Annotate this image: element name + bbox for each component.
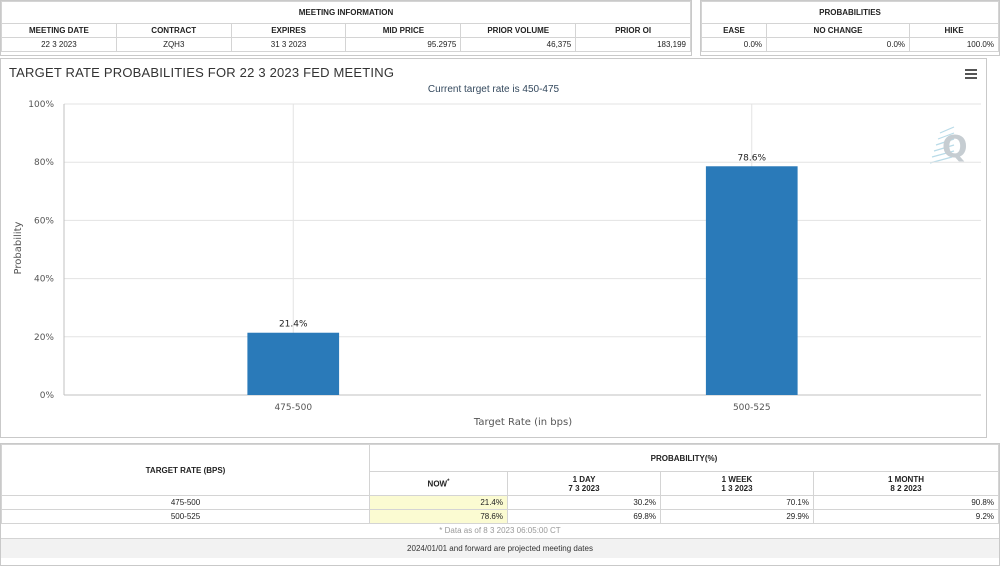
bar-data-label: 78.6% xyxy=(737,153,766,163)
one-week-cell: 70.1% xyxy=(660,495,814,510)
meeting-information-table: MEETING INFORMATION MEETING DATE CONTRAC… xyxy=(1,1,691,52)
probabilities-table: PROBABILITIES EASE NO CHANGE HIKE 0.0% 0… xyxy=(701,1,999,52)
now-cell: 21.4% xyxy=(369,495,508,510)
bar-data-label: 21.4% xyxy=(279,320,308,330)
bar-475-500[interactable] xyxy=(247,332,340,395)
col-no-change: NO CHANGE xyxy=(766,23,910,38)
y-tick-label: 0% xyxy=(40,391,55,401)
bar-500-525[interactable] xyxy=(705,166,798,395)
col-1-day: 1 DAY 7 3 2023 xyxy=(507,471,661,496)
table-row: 0.0% 0.0% 100.0% xyxy=(701,37,999,52)
ease-value: 0.0% xyxy=(701,37,767,52)
col-now: NOW* xyxy=(369,471,508,496)
probabilities-panel: PROBABILITIES EASE NO CHANGE HIKE 0.0% 0… xyxy=(700,0,1000,56)
one-day-cell: 69.8% xyxy=(507,509,661,524)
col-1-month: 1 MONTH 8 2 2023 xyxy=(813,471,999,496)
hamburger-menu-icon[interactable] xyxy=(965,69,977,79)
expires-value: 31 3 2023 xyxy=(230,37,347,52)
contract-value: ZQH3 xyxy=(115,37,232,52)
col-prior-volume: PRIOR VOLUME xyxy=(460,23,577,38)
logo-letter: Q xyxy=(942,130,968,165)
chart-subtitle: Current target rate is 450-475 xyxy=(427,84,560,95)
axis-layer: 0% 20% 40% 60% 80% 100% 475-500 500-525 xyxy=(28,100,981,413)
table-row: 500-525 78.6% 69.8% 29.9% 9.2% xyxy=(1,509,999,524)
target-rate-header: TARGET RATE (BPS) xyxy=(1,444,370,496)
bar-layer: 21.4% 78.6% xyxy=(247,153,798,395)
bar-chart: 0% 20% 40% 60% 80% 100% 475-500 500-525 21.4% 78… xyxy=(13,100,981,428)
one-month-cell: 9.2% xyxy=(813,509,999,524)
mid-price-value: 95.2975 xyxy=(345,37,462,52)
one-week-cell: 29.9% xyxy=(660,509,814,524)
col-meeting-date: MEETING DATE xyxy=(1,23,117,38)
col-mid-price: MID PRICE xyxy=(345,23,462,38)
x-tick-label: 475-500 xyxy=(274,403,312,413)
quikstrike-logo-icon: Q xyxy=(929,126,968,165)
y-tick-label: 100% xyxy=(28,100,54,110)
meeting-information-title: MEETING INFORMATION xyxy=(1,1,691,24)
grid-layer xyxy=(64,103,981,396)
probability-history-panel: TARGET RATE (BPS) PROBABILITY(%) NOW* 1 … xyxy=(0,443,1000,566)
y-tick-label: 80% xyxy=(34,158,54,168)
chart-title: TARGET RATE PROBABILITIES FOR 22 3 2023 … xyxy=(9,65,395,80)
meeting-date-value: 22 3 2023 xyxy=(1,37,117,52)
rate-cell: 475-500 xyxy=(1,495,370,510)
meeting-information-panel: MEETING INFORMATION MEETING DATE CONTRAC… xyxy=(0,0,692,56)
hike-value: 100.0% xyxy=(909,37,999,52)
rate-cell: 500-525 xyxy=(1,509,370,524)
y-tick-label: 60% xyxy=(34,216,54,226)
projected-dates-footer: 2024/01/01 and forward are projected mee… xyxy=(1,538,999,558)
table-row: 475-500 21.4% 30.2% 70.1% 90.8% xyxy=(1,495,999,510)
col-ease: EASE xyxy=(701,23,767,38)
y-tick-label: 20% xyxy=(34,333,54,343)
no-change-value: 0.0% xyxy=(766,37,910,52)
table-row: 22 3 2023 ZQH3 31 3 2023 95.2975 46,375 … xyxy=(1,37,691,52)
now-cell: 78.6% xyxy=(369,509,508,524)
prior-volume-value: 46,375 xyxy=(460,37,577,52)
col-prior-oi: PRIOR OI xyxy=(575,23,691,38)
probability-header: PROBABILITY(%) xyxy=(369,444,999,472)
x-axis-label: Target Rate (in bps) xyxy=(473,417,572,428)
y-axis-label: Probability xyxy=(13,221,24,274)
col-expires: EXPIRES xyxy=(230,23,347,38)
probabilities-title: PROBABILITIES xyxy=(701,1,999,24)
prior-oi-value: 183,199 xyxy=(575,37,691,52)
chart-panel: TARGET RATE PROBABILITIES FOR 22 3 2023 … xyxy=(0,58,987,438)
y-tick-label: 40% xyxy=(34,275,54,285)
one-month-cell: 90.8% xyxy=(813,495,999,510)
probability-history-table: TARGET RATE (BPS) PROBABILITY(%) NOW* 1 … xyxy=(1,444,999,524)
col-hike: HIKE xyxy=(909,23,999,38)
x-tick-label: 500-525 xyxy=(733,403,771,413)
col-contract: CONTRACT xyxy=(115,23,232,38)
col-1-week: 1 WEEK 1 3 2023 xyxy=(660,471,814,496)
one-day-cell: 30.2% xyxy=(507,495,661,510)
data-timestamp-note: * Data as of 8 3 2023 06:05:00 CT xyxy=(439,526,561,535)
